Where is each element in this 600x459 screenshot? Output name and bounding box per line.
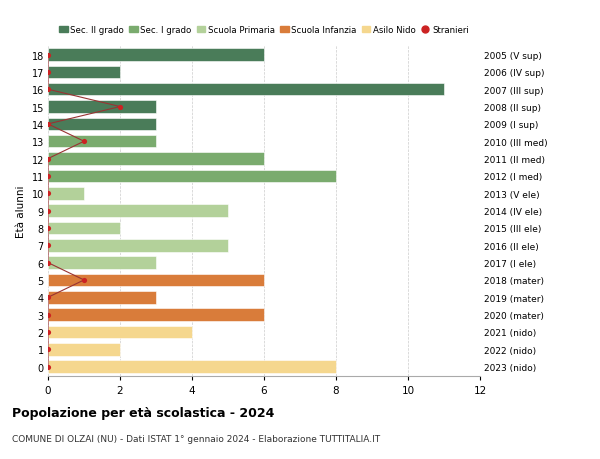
Y-axis label: Età alunni: Età alunni	[16, 185, 26, 237]
Bar	[48, 170, 336, 183]
Bar	[48, 343, 120, 356]
Text: COMUNE DI OLZAI (NU) - Dati ISTAT 1° gennaio 2024 - Elaborazione TUTTITALIA.IT: COMUNE DI OLZAI (NU) - Dati ISTAT 1° gen…	[12, 434, 380, 443]
Point	[43, 190, 53, 197]
Point	[43, 207, 53, 215]
Point	[43, 121, 53, 129]
Bar	[48, 205, 228, 218]
Bar	[48, 153, 264, 165]
Point	[43, 363, 53, 370]
Point	[79, 138, 89, 146]
Bar	[48, 118, 156, 131]
Bar	[48, 326, 192, 338]
Point	[43, 52, 53, 59]
Bar	[48, 84, 444, 96]
Point	[43, 69, 53, 76]
Point	[43, 329, 53, 336]
Bar	[48, 101, 156, 113]
Bar	[48, 309, 264, 321]
Point	[43, 173, 53, 180]
Point	[43, 259, 53, 267]
Point	[43, 294, 53, 301]
Bar	[48, 291, 156, 304]
Bar	[48, 136, 156, 148]
Point	[43, 86, 53, 94]
Bar	[48, 240, 228, 252]
Bar	[48, 361, 336, 373]
Bar	[48, 49, 264, 62]
Bar	[48, 188, 84, 200]
Bar	[48, 274, 264, 286]
Point	[43, 346, 53, 353]
Point	[115, 104, 125, 111]
Text: Popolazione per età scolastica - 2024: Popolazione per età scolastica - 2024	[12, 406, 274, 419]
Point	[43, 242, 53, 249]
Bar	[48, 222, 120, 235]
Point	[43, 225, 53, 232]
Legend: Sec. II grado, Sec. I grado, Scuola Primaria, Scuola Infanzia, Asilo Nido, Stran: Sec. II grado, Sec. I grado, Scuola Prim…	[59, 26, 469, 35]
Bar	[48, 257, 156, 269]
Point	[79, 277, 89, 284]
Bar	[48, 67, 120, 79]
Point	[43, 156, 53, 163]
Point	[43, 311, 53, 319]
